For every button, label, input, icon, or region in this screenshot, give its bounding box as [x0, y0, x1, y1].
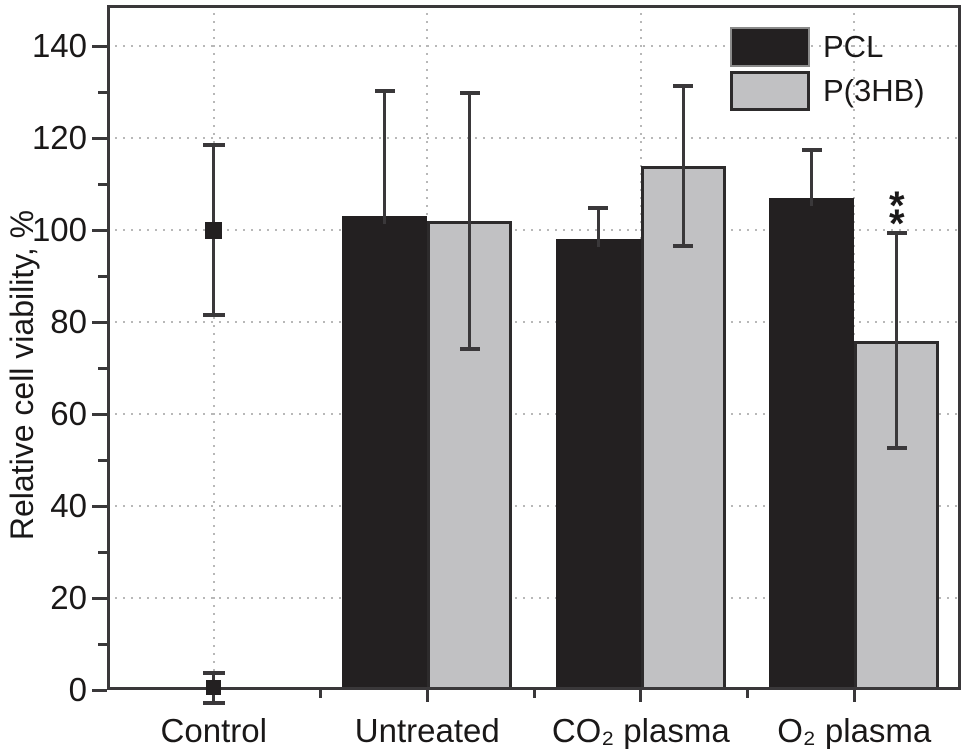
y-major-tick — [92, 228, 107, 232]
y-minor-tick — [98, 274, 107, 278]
x-category-label: O₂ plasma — [777, 712, 932, 749]
error-bar-cap — [886, 231, 907, 236]
y-minor-tick — [98, 366, 107, 370]
error-bar-cap — [374, 88, 395, 93]
x-category-label: Control — [160, 712, 267, 749]
error-bar — [681, 85, 685, 247]
y-tick-label: 60 — [50, 395, 87, 433]
y-tick-label: 40 — [50, 487, 87, 525]
h-gridline — [107, 321, 961, 324]
x-major-tick — [425, 690, 429, 702]
h-gridline — [107, 229, 961, 232]
legend-item-p3hb: P(3HB) — [730, 71, 925, 111]
y-tick-label: 80 — [50, 303, 87, 341]
error-bar-cap — [459, 90, 480, 95]
y-major-tick — [92, 596, 107, 600]
control-error-cap — [202, 701, 225, 706]
h-gridline — [107, 137, 961, 140]
y-major-tick — [92, 688, 107, 692]
error-bar-cap — [801, 148, 822, 153]
bar-pcl-untreated — [342, 216, 428, 690]
y-major-tick — [92, 412, 107, 416]
y-minor-tick — [98, 458, 107, 462]
significance-asterisk: * — [888, 201, 905, 246]
h-gridline — [107, 597, 961, 600]
bar-pcl-o-plasma — [769, 198, 855, 690]
pcl-color-swatch — [730, 27, 810, 67]
p3hb-color-swatch — [730, 71, 810, 111]
control-error-cap — [202, 313, 225, 318]
y-tick-label: 100 — [31, 211, 87, 249]
error-bar-cap — [673, 83, 694, 88]
x-major-tick — [639, 690, 643, 702]
y-tick-label: 140 — [31, 27, 87, 65]
y-minor-tick — [98, 182, 107, 186]
x-minor-tick — [746, 690, 749, 698]
bar-pcl-co-plasma — [555, 239, 641, 690]
error-bar — [383, 90, 387, 225]
error-bar — [895, 232, 899, 449]
x-minor-tick — [532, 690, 536, 698]
control-error-cap — [202, 143, 225, 148]
h-gridline — [107, 505, 961, 508]
error-bar-cap — [673, 243, 694, 248]
y-tick-label: 0 — [68, 671, 87, 708]
y-minor-tick — [98, 550, 107, 554]
y-major-tick — [92, 320, 107, 324]
error-bar-cap — [459, 347, 480, 352]
legend-item-pcl: PCL — [730, 27, 925, 67]
y-minor-tick — [98, 90, 107, 94]
y-tick-label: 20 — [50, 579, 87, 617]
y-major-tick — [92, 504, 107, 508]
error-bar-cap — [886, 446, 907, 451]
h-gridline — [107, 413, 961, 416]
x-category-label: Untreated — [354, 712, 500, 749]
y-major-tick — [92, 44, 107, 48]
legend: PCL P(3HB) — [730, 27, 925, 111]
x-major-tick — [852, 690, 856, 702]
control-marker — [206, 680, 222, 696]
legend-label-p3hb: P(3HB) — [823, 73, 925, 108]
control-marker — [205, 221, 223, 239]
error-bar — [596, 207, 600, 248]
y-minor-tick — [98, 642, 107, 646]
control-error-cap — [202, 670, 225, 675]
error-bar — [810, 149, 814, 207]
significance-asterisk: * — [888, 183, 905, 228]
y-major-tick — [92, 136, 107, 140]
y-tick-label: 120 — [31, 119, 87, 157]
bar-p-3hb-o-plasma — [854, 340, 940, 690]
x-minor-tick — [319, 690, 322, 698]
error-bar-cap — [588, 205, 609, 210]
h-gridline — [107, 45, 961, 48]
x-category-label: CO₂ plasma — [551, 712, 730, 749]
v-gridline — [212, 5, 215, 690]
legend-label-pcl: PCL — [823, 29, 884, 64]
error-bar — [468, 92, 472, 350]
